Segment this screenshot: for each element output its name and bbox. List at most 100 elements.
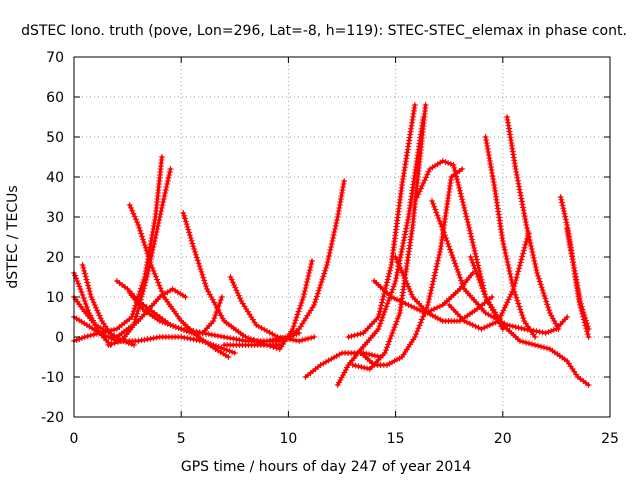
data-point — [572, 271, 579, 277]
data-point — [140, 288, 147, 295]
data-point — [84, 333, 91, 340]
data-point — [430, 278, 437, 285]
data-point — [218, 345, 225, 351]
data-point — [376, 311, 383, 318]
data-point — [394, 269, 401, 276]
data-point — [214, 332, 221, 339]
data-point — [236, 336, 243, 343]
data-point — [516, 338, 523, 344]
data-point — [186, 229, 193, 236]
data-point — [404, 216, 411, 223]
data-point — [224, 334, 231, 341]
data-point — [293, 314, 300, 321]
data-point — [467, 230, 474, 237]
data-point — [83, 276, 90, 283]
data-point — [170, 323, 177, 329]
series-arc07 — [126, 202, 232, 360]
data-point — [483, 137, 490, 143]
data-point — [139, 236, 146, 243]
data-point — [178, 334, 185, 340]
data-point — [129, 207, 136, 214]
data-point — [585, 326, 592, 332]
data-point — [557, 194, 564, 200]
data-point — [153, 334, 160, 341]
data-point — [565, 235, 572, 241]
data-point — [231, 350, 238, 356]
data-point — [219, 315, 226, 322]
data-point — [519, 204, 526, 211]
data-point — [428, 284, 435, 291]
data-point — [464, 319, 471, 326]
data-point — [583, 320, 590, 327]
data-point — [549, 315, 556, 322]
data-point — [522, 241, 529, 248]
data-point — [380, 293, 387, 300]
data-point — [429, 281, 436, 288]
data-point — [166, 172, 173, 178]
data-point — [526, 234, 533, 240]
data-point — [187, 327, 194, 334]
data-point — [492, 319, 499, 326]
data-point — [92, 304, 99, 311]
data-point — [528, 246, 535, 252]
data-point — [141, 336, 148, 343]
data-point — [154, 226, 161, 232]
data-point — [160, 196, 167, 202]
data-point — [298, 299, 305, 306]
data-point — [414, 328, 421, 335]
data-point — [451, 257, 458, 264]
series-arc05 — [71, 286, 189, 340]
data-point — [522, 216, 529, 223]
data-point — [524, 225, 531, 231]
data-point — [531, 334, 538, 340]
data-point — [182, 218, 189, 225]
data-point — [159, 319, 166, 325]
data-point — [562, 213, 569, 220]
data-point — [459, 280, 466, 287]
data-point — [273, 345, 280, 351]
data-point — [397, 254, 404, 261]
data-point — [560, 205, 567, 212]
data-point — [417, 185, 424, 192]
data-point — [392, 278, 399, 284]
data-point — [536, 328, 543, 335]
data-point — [534, 270, 541, 276]
data-point — [76, 283, 83, 290]
data-point — [145, 268, 152, 274]
data-point — [354, 331, 361, 338]
data-point — [82, 301, 89, 307]
data-point — [544, 301, 551, 308]
data-point — [446, 243, 453, 250]
data-point — [434, 212, 441, 219]
data-point — [449, 252, 456, 259]
data-point — [521, 213, 528, 220]
data-point — [301, 288, 308, 294]
data-point — [80, 264, 87, 271]
data-point — [392, 254, 399, 260]
data-point — [385, 297, 392, 304]
data-point — [470, 262, 477, 269]
data-point — [381, 350, 388, 356]
data-point — [452, 170, 459, 177]
series-arc24 — [482, 134, 538, 340]
data-point — [305, 335, 312, 342]
data-point — [95, 310, 102, 316]
data-point — [584, 331, 591, 338]
data-point — [302, 336, 309, 343]
data-point — [465, 222, 472, 228]
data-point — [422, 102, 429, 108]
data-point — [431, 272, 438, 279]
data-point — [187, 335, 194, 342]
data-point — [321, 270, 328, 277]
data-point — [585, 334, 592, 340]
data-point — [190, 336, 197, 343]
data-point — [490, 176, 497, 182]
data-point — [394, 259, 401, 266]
data-point — [211, 332, 218, 339]
data-point — [499, 238, 506, 244]
data-point — [216, 300, 223, 306]
data-point — [580, 309, 587, 316]
data-point — [141, 282, 148, 289]
data-point — [152, 235, 159, 241]
